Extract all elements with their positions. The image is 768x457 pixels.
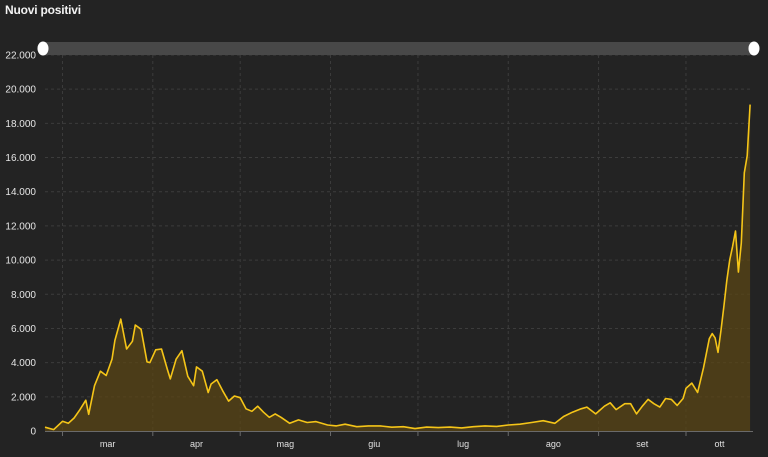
x-tick-label: mar bbox=[100, 439, 116, 449]
series-area-fill bbox=[45, 104, 751, 431]
y-tick-label: 14.000 bbox=[5, 187, 36, 198]
series-line bbox=[44, 104, 751, 431]
slider-handle-right[interactable] bbox=[748, 41, 760, 56]
x-tick-label: giu bbox=[368, 439, 380, 449]
y-axis: 0 2.000 4.000 6.000 8.000 10.000 12.000 14.000 1… bbox=[5, 51, 36, 438]
y-tick-label: 16.000 bbox=[5, 153, 36, 164]
y-tick-label: 0 bbox=[30, 427, 36, 438]
y-tick-label: 12.000 bbox=[5, 221, 36, 232]
range-slider[interactable] bbox=[37, 41, 760, 56]
y-tick-label: 20.000 bbox=[5, 85, 36, 96]
x-tick-label: lug bbox=[457, 439, 469, 449]
x-tick-label: set bbox=[636, 439, 649, 449]
y-tick-label: 2.000 bbox=[11, 392, 36, 403]
x-axis: mar apr mag giu lug ago set ott bbox=[45, 431, 753, 449]
x-tick-label: mag bbox=[277, 439, 295, 449]
y-tick-label: 22.000 bbox=[5, 51, 36, 62]
slider-track[interactable] bbox=[42, 42, 756, 55]
x-tick-label: ott bbox=[714, 439, 725, 449]
slider-handle-left[interactable] bbox=[37, 41, 49, 56]
y-tick-label: 4.000 bbox=[11, 358, 36, 369]
x-tick-label: ago bbox=[546, 439, 561, 449]
grid bbox=[45, 54, 753, 431]
chart-title: Nuovi positivi bbox=[5, 3, 81, 17]
x-tick-label: apr bbox=[190, 439, 203, 449]
y-tick-label: 8.000 bbox=[11, 290, 36, 301]
y-tick-label: 6.000 bbox=[11, 324, 36, 335]
y-tick-label: 18.000 bbox=[5, 119, 36, 130]
y-tick-label: 10.000 bbox=[5, 256, 36, 267]
